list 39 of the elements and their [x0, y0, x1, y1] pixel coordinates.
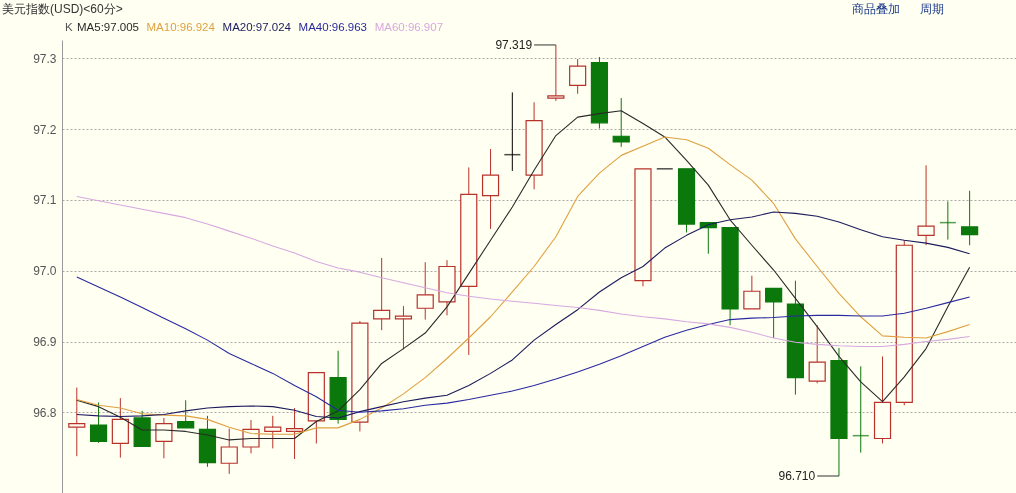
- candlestick: [569, 58, 587, 95]
- y-tick-label: 97.1: [33, 193, 57, 208]
- y-tick-label: 96.9: [33, 335, 57, 350]
- candlestick: [808, 324, 826, 384]
- text: MA5:97.005: [77, 21, 140, 33]
- line-series: [76, 195, 971, 348]
- candlestick: [373, 257, 391, 331]
- candlestick: [765, 287, 783, 339]
- candlestick: [264, 415, 282, 449]
- text: MA60:96.907: [374, 21, 444, 33]
- chart-title: 美元指数(USD)<60分>: [2, 2, 123, 16]
- candlestick: [155, 417, 173, 459]
- candlestick: [177, 399, 195, 429]
- candlestick: [612, 97, 630, 148]
- candlestick: [743, 275, 761, 310]
- candlestick: [89, 401, 108, 444]
- candlestick: [547, 44, 565, 102]
- candlestick: [285, 407, 304, 460]
- text: MA10:96.924: [146, 21, 216, 33]
- y-tick-label: 97.0: [33, 264, 57, 279]
- candlestick: [481, 148, 500, 230]
- text: K: [65, 21, 73, 33]
- line-series: [76, 211, 971, 419]
- candlestick: [220, 428, 238, 475]
- candlestick: [961, 190, 979, 246]
- y-tick-label: 97.3: [33, 51, 57, 66]
- annotation: 96.710: [778, 469, 816, 484]
- y-tick-label: 97.2: [33, 122, 57, 137]
- text: 商品叠加: [852, 2, 900, 16]
- annotation: 97.319: [495, 37, 533, 52]
- candlestick: [394, 305, 413, 350]
- text: 周期: [920, 2, 944, 16]
- y-tick-label: 96.8: [33, 405, 57, 420]
- candlestick: [416, 261, 434, 321]
- candlestick: [68, 387, 86, 457]
- text: MA20:97.024: [222, 21, 292, 33]
- line-series: [76, 276, 971, 413]
- text: MA40:96.963: [298, 21, 368, 33]
- candlestick: [917, 164, 935, 246]
